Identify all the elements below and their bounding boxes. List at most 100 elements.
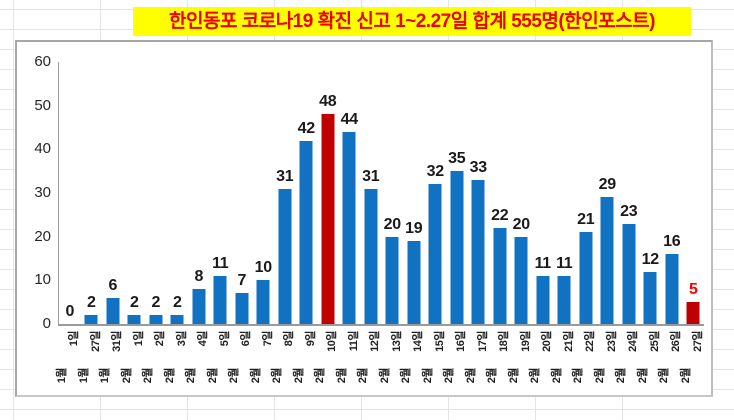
x-tick-month-label: 1월: [77, 368, 90, 384]
x-tick-day-label: 11일: [347, 331, 360, 352]
bar[interactable]: [450, 171, 464, 324]
x-tick-day-label: 18일: [498, 331, 511, 352]
bar[interactable]: [127, 315, 141, 324]
bar-group: 2 3일 2월: [164, 62, 189, 383]
bar[interactable]: [342, 131, 356, 324]
bar-group: 23 24일 2월: [615, 62, 640, 384]
bar-value-label: 21: [577, 211, 595, 229]
bar[interactable]: [686, 302, 700, 324]
x-tick-day-label: 2일: [154, 331, 167, 347]
bar-group: 20 19일 2월: [508, 62, 533, 384]
bar-value-label: 0: [65, 303, 75, 320]
bar-value-label: 12: [641, 250, 660, 268]
x-tick-month-label: 1월: [99, 368, 112, 384]
bar[interactable]: [407, 241, 421, 324]
bar-value-label: 8: [194, 268, 204, 286]
x-tick-month-label: 2월: [357, 368, 370, 384]
bar-value-label: 44: [340, 110, 359, 128]
bar-value-label: 10: [254, 259, 273, 277]
x-tick-month-label: 2월: [271, 368, 284, 384]
bar[interactable]: [385, 236, 399, 324]
bar-value-label: 11: [534, 254, 552, 272]
bar[interactable]: [364, 188, 378, 324]
x-tick-month-label: 2월: [335, 368, 348, 384]
x-tick-day-label: 5일: [218, 331, 231, 347]
bar-group: 21 22일 2월: [572, 62, 597, 383]
x-tick-month-label: 2월: [572, 368, 585, 384]
plot-area: 0 1일 1월 2 27일 1월 6 31일 1월 2 1일 2월 2 2일 2월 2 3일 2월 8 4일 2월 11 5…: [56, 62, 705, 384]
bar[interactable]: [622, 223, 636, 324]
x-tick-month-label: 2월: [163, 368, 176, 384]
bar[interactable]: [600, 197, 614, 324]
bar-group: 2 27일 1월: [78, 62, 103, 383]
x-tick-day-label: 6일: [240, 331, 253, 347]
x-tick-month-label: 2월: [658, 368, 671, 384]
bar[interactable]: [256, 280, 270, 324]
bar-group: 5 27일 2월: [680, 62, 705, 383]
x-tick-day-label: 7일: [261, 331, 274, 347]
bar-value-label: 31: [362, 167, 380, 185]
bar-group: 11 5일 2월: [207, 62, 232, 383]
x-tick-month-label: 2월: [421, 368, 434, 384]
chart-canvas[interactable]: 0 10 20 30 40 50 60 0 1일 1월 2 27일 1월 6 31일 1월 2 1일 2월 2 2일 2…: [15, 40, 713, 397]
x-tick-month-label: 2월: [464, 368, 477, 384]
chart-title[interactable]: 한인동포 코로나19 확진 신고 1~2.27일 합계 555명(한인포스트): [133, 7, 691, 36]
bar-value-label: 11: [556, 254, 573, 272]
x-tick-month-label: 2월: [206, 368, 219, 384]
bar-value-label: 20: [512, 215, 531, 233]
x-tick-month-label: 2월: [314, 368, 327, 384]
x-tick-day-label: 1일: [68, 331, 81, 347]
bar-group: 29 23일 2월: [594, 62, 619, 383]
x-tick-month-label: 2월: [507, 368, 520, 384]
bar[interactable]: [149, 315, 163, 324]
bar-value-label: 35: [448, 150, 466, 168]
bar[interactable]: [84, 315, 98, 324]
x-tick-day-label: 31일: [111, 331, 124, 352]
bar-group: 11 21일 2월: [551, 62, 576, 383]
bar-value-label: 23: [620, 202, 638, 220]
bar-series: 0 1일 1월 2 27일 1월 6 31일 1월 2 1일 2월 2 2일 2월 2 3일 2월 8 4일 2월 11 5…: [56, 62, 705, 384]
y-tick-label: 0: [42, 315, 51, 332]
bar[interactable]: [321, 114, 335, 324]
x-tick-month-label: 2월: [185, 368, 198, 384]
bar[interactable]: [428, 184, 442, 324]
bar[interactable]: [192, 289, 206, 324]
bar-group: 11 20일 2월: [529, 62, 554, 383]
bar-value-label: 29: [598, 176, 617, 194]
bar[interactable]: [665, 254, 679, 324]
bar[interactable]: [278, 188, 292, 324]
bar-value-label: 7: [237, 272, 247, 290]
bar[interactable]: [170, 315, 184, 324]
x-tick-month-label: 2월: [400, 368, 413, 384]
bar[interactable]: [557, 275, 571, 324]
bar-value-label: 2: [151, 294, 161, 312]
bar-value-label: 2: [129, 294, 139, 312]
bar[interactable]: [536, 275, 550, 324]
bar[interactable]: [579, 232, 593, 324]
bar[interactable]: [514, 236, 528, 324]
x-tick-day-label: 26일: [670, 331, 683, 352]
bar-value-label: 2: [86, 294, 96, 312]
bar[interactable]: [471, 179, 485, 324]
bar-group: 6 31일 1월: [99, 62, 124, 383]
x-tick-day-label: 21일: [562, 331, 575, 352]
bar-group: 42 9일 2월: [293, 62, 318, 384]
y-tick-label: 10: [34, 271, 51, 289]
x-tick-day-label: 24일: [627, 331, 640, 352]
bar[interactable]: [493, 227, 507, 324]
y-tick-label: 40: [34, 140, 51, 158]
x-tick-day-label: 13일: [390, 331, 403, 352]
x-tick-day-label: 12일: [369, 331, 382, 352]
bar[interactable]: [213, 275, 227, 324]
bar-group: 33 17일 2월: [465, 62, 490, 383]
x-tick-day-label: 14일: [412, 331, 425, 352]
bar[interactable]: [106, 297, 120, 324]
bar[interactable]: [235, 293, 249, 324]
y-tick-label: 50: [34, 96, 51, 114]
bar-group: 8 4일 2월: [185, 62, 210, 383]
bar-group: 22 18일 2월: [486, 62, 511, 383]
bar-group: 20 13일 2월: [379, 62, 404, 384]
bar[interactable]: [643, 271, 657, 324]
bar[interactable]: [299, 140, 313, 324]
